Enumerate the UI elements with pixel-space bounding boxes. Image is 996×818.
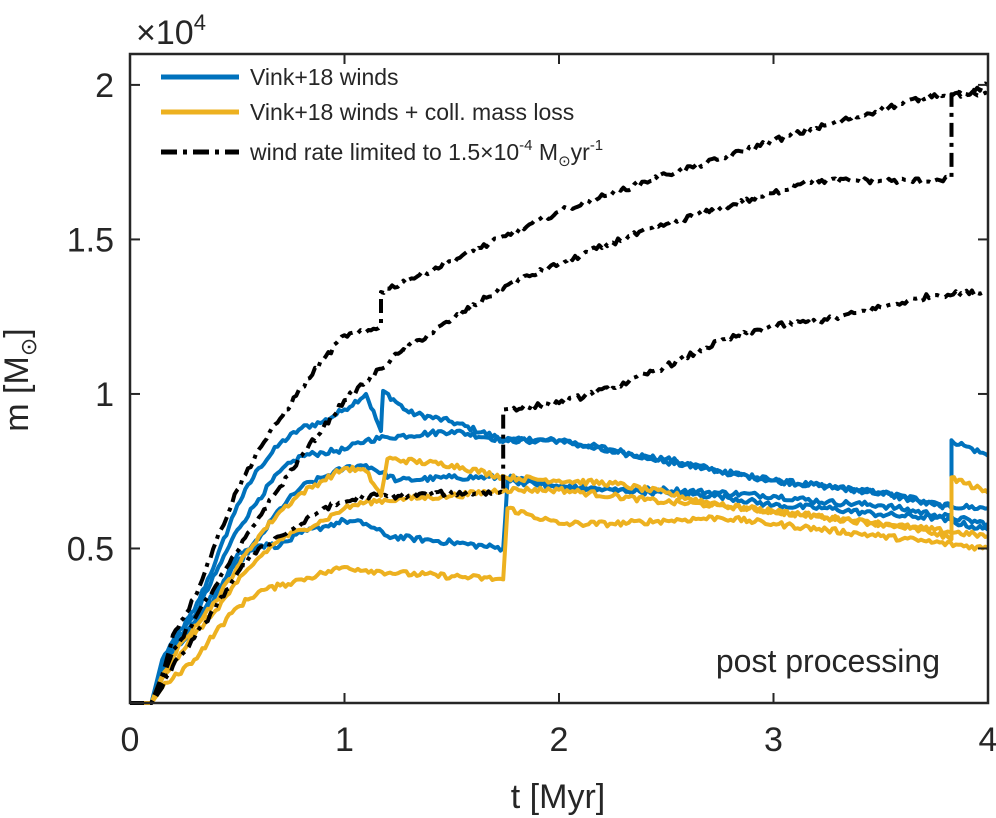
x-tick-label: 2 (550, 721, 569, 759)
series-line-blue-B (130, 428, 989, 705)
legend-entry-vink-winds-coll: Vink+18 winds + coll. mass loss (161, 99, 574, 125)
axis-ticks: 0 1 2 3 4 0.5 1 1.5 2 (67, 54, 996, 759)
legend-label-vink-winds: Vink+18 winds (250, 64, 399, 90)
x-tick-label: 3 (764, 721, 783, 759)
legend-entry-vink-winds: Vink+18 winds (161, 64, 399, 90)
x-tick-label: 0 (121, 721, 140, 759)
post-processing-annotation: post processing (716, 643, 940, 679)
y-tick-label: 1.5 (67, 221, 114, 259)
series-line-yellow-B (130, 485, 989, 705)
legend-label-vink-winds-coll: Vink+18 winds + coll. mass loss (250, 99, 574, 125)
legend-entry-wind-rate-limited: wind rate limited to 1.5×10-4 M⊙yr-1 (161, 137, 603, 170)
y-axis-exponent: ×104 (136, 10, 206, 52)
series-line-black-limited-C (130, 288, 989, 705)
y-tick-label: 0.5 (67, 530, 114, 568)
series-line-yellow-C (130, 505, 990, 705)
y-tick-label: 2 (95, 67, 114, 105)
plot-lines (130, 81, 990, 705)
x-axis-label: t [Myr] (511, 778, 605, 816)
legend: Vink+18 winds Vink+18 winds + coll. mass… (161, 64, 603, 170)
x-tick-label: 1 (335, 721, 354, 759)
series-line-black-limited-A (130, 81, 989, 705)
y-axis-label: m [M⊙] (0, 328, 41, 431)
legend-label-wind-rate-limited: wind rate limited to 1.5×10-4 M⊙yr-1 (249, 137, 603, 170)
x-tick-label: 4 (979, 721, 996, 759)
series-line-black-limited-B (130, 89, 989, 705)
y-tick-label: 1 (95, 376, 114, 414)
